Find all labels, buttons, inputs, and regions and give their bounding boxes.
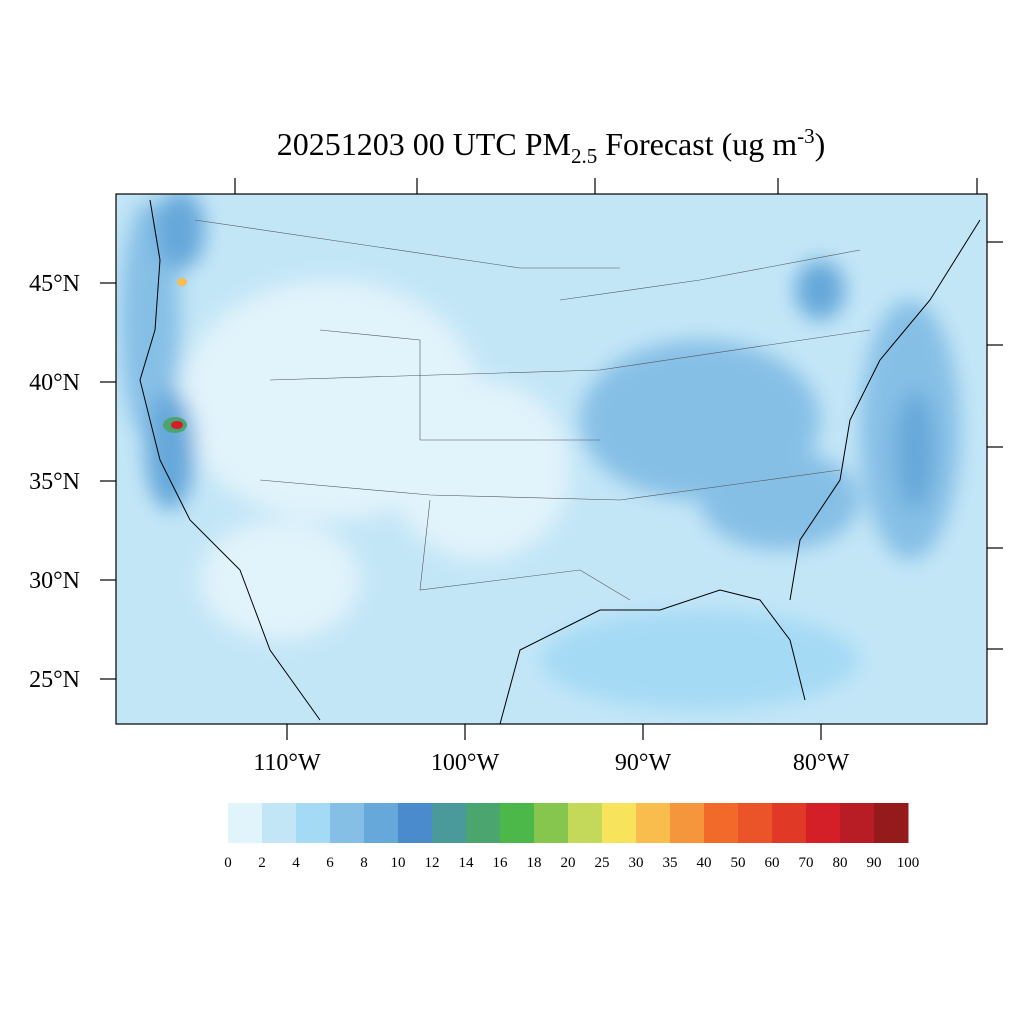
colorbar-label: 80: [833, 855, 848, 871]
colorbar-label: 90: [867, 855, 882, 871]
colorbar-box: [874, 803, 909, 843]
colorbar-label: 25: [595, 855, 610, 871]
colorbar-box: [296, 803, 331, 843]
colorbar-label: 6: [326, 855, 334, 871]
colorbar-box: [364, 803, 399, 843]
colorbar-box: [262, 803, 297, 843]
map-frame: [115, 193, 988, 725]
colorbar-label: 50: [731, 855, 746, 871]
colorbar-label: 40: [697, 855, 712, 871]
colorbar-label: 2: [258, 855, 266, 871]
frame-ticks: [100, 178, 1003, 740]
colorbar-label: 100: [897, 855, 920, 871]
colorbar-box: [534, 803, 569, 843]
colorbar-box: [432, 803, 467, 843]
map-field: [116, 194, 987, 724]
colorbar-box: [466, 803, 501, 843]
lon-label: 90°W: [615, 750, 672, 776]
colorbar-label: 14: [459, 855, 475, 871]
lon-label: 80°W: [793, 750, 850, 776]
colorbar-box: [500, 803, 535, 843]
colorbar-label: 12: [425, 855, 440, 871]
colorbar-label: 8: [360, 855, 368, 871]
lat-label: 45°N: [29, 271, 80, 297]
colorbar-label: 0: [224, 855, 232, 871]
title-end: ): [815, 126, 826, 162]
colorbar-label: 16: [493, 855, 509, 871]
title-main: 20251203 00 UTC PM: [277, 126, 571, 162]
lat-label: 35°N: [29, 469, 80, 495]
colorbar-label: 18: [527, 855, 542, 871]
colorbar-box: [738, 803, 773, 843]
colorbar-box: [670, 803, 705, 843]
colorbar-box: [330, 803, 365, 843]
title-middle: Forecast (ug m: [597, 126, 797, 162]
colorbar-label: 20: [561, 855, 576, 871]
colorbar-label: 10: [391, 855, 406, 871]
colorbar-box: [636, 803, 671, 843]
colorbar-box: [840, 803, 875, 843]
colorbar-box: [228, 803, 263, 843]
colorbar-box: [398, 803, 433, 843]
lat-label: 40°N: [29, 370, 80, 396]
title: 20251203 00 UTC PM2.5 Forecast (ug m-3): [277, 124, 826, 168]
colorbar-label: 4: [292, 855, 300, 871]
colorbar-box: [772, 803, 807, 843]
colorbar-box: [602, 803, 637, 843]
lat-label: 30°N: [29, 568, 80, 594]
lon-label: 110°W: [253, 750, 321, 776]
colorbar-box: [568, 803, 603, 843]
lon-label: 100°W: [431, 750, 500, 776]
colorbar-box: [704, 803, 739, 843]
title-superscript: -3: [797, 124, 815, 148]
title-subscript: 2.5: [571, 144, 597, 168]
colorbar-label: 35: [663, 855, 678, 871]
lat-label: 25°N: [29, 667, 80, 693]
colorbar-label: 70: [799, 855, 814, 871]
colorbar-box: [806, 803, 841, 843]
colorbar-label: 60: [765, 855, 780, 871]
colorbar-label: 30: [629, 855, 644, 871]
